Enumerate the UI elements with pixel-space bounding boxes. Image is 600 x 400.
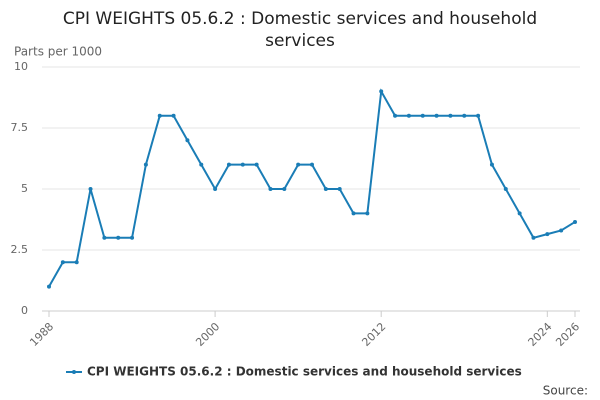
point: [406, 113, 411, 118]
point: [254, 162, 259, 167]
point: [559, 228, 564, 233]
point: [573, 219, 577, 224]
y-axis-label: Parts per 1000: [14, 45, 102, 59]
source: Source:: [543, 384, 588, 398]
point: [337, 187, 342, 191]
point: [130, 235, 135, 240]
legend-marker: [72, 370, 76, 374]
point: [310, 162, 314, 167]
point: [503, 187, 508, 191]
y-tick-label: 7.5: [11, 121, 29, 134]
point: [47, 284, 51, 289]
y-tick-label: 2.5: [11, 243, 29, 256]
point: [185, 138, 190, 143]
point: [102, 235, 107, 240]
point: [448, 113, 453, 118]
point: [268, 187, 273, 191]
point: [420, 113, 425, 118]
x-tick-label: 2024: [526, 320, 555, 349]
point: [517, 211, 522, 216]
x-tick-label: 2026: [553, 320, 582, 349]
point: [365, 211, 370, 216]
point: [462, 113, 467, 118]
point: [489, 162, 494, 167]
point: [531, 235, 536, 240]
point: [476, 113, 481, 118]
point: [282, 187, 287, 191]
point: [545, 232, 550, 237]
point: [213, 187, 218, 191]
chart-title: CPI WEIGHTS 05.6.2 : Domestic services a…: [62, 9, 538, 51]
point: [351, 211, 356, 216]
point: [74, 260, 79, 265]
x-tick-label: 2000: [193, 320, 222, 349]
point: [116, 235, 121, 240]
point: [143, 162, 148, 167]
point: [171, 113, 176, 118]
x-tick-label: 1988: [27, 320, 56, 349]
point: [323, 187, 328, 191]
point: [434, 113, 439, 118]
point: [88, 187, 93, 191]
point: [60, 260, 65, 265]
point: [393, 113, 398, 118]
point: [226, 162, 231, 167]
y-tick-label: 0: [21, 304, 28, 317]
point: [379, 89, 384, 94]
x-tick-label: 2012: [359, 320, 388, 349]
legend-label: CPI WEIGHTS 05.6.2 : Domestic services a…: [87, 365, 522, 379]
point: [157, 113, 162, 118]
point: [296, 162, 301, 167]
point: [240, 162, 245, 167]
point: [199, 162, 204, 167]
y-tick-label: 10: [14, 60, 28, 73]
y-tick-label: 5: [21, 182, 28, 195]
